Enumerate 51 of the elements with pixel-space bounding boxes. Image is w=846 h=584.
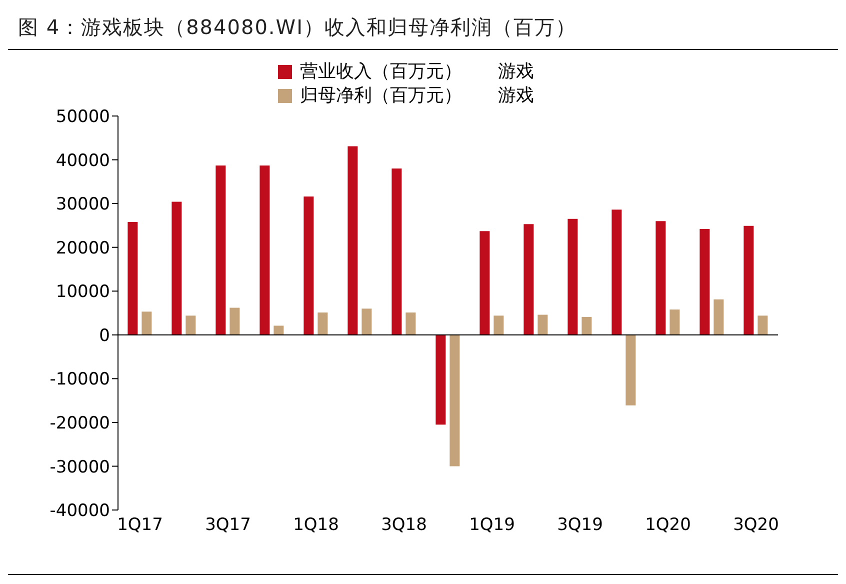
- bar: [568, 218, 578, 335]
- bar: [670, 310, 680, 335]
- bar: [744, 226, 754, 335]
- bar: [172, 202, 182, 335]
- bar: [274, 326, 284, 335]
- y-tick-label: 30000: [56, 194, 110, 215]
- x-tick-label: 1Q20: [645, 515, 691, 536]
- bar: [260, 165, 270, 335]
- y-tick-label: 20000: [56, 238, 110, 258]
- bar: [392, 168, 402, 335]
- y-tick-label: -30000: [50, 457, 110, 478]
- bar: [612, 210, 622, 335]
- x-tick-label: 3Q17: [205, 515, 251, 536]
- bar: [128, 222, 138, 335]
- bar: [582, 316, 592, 335]
- bar: [714, 299, 724, 335]
- bar: [700, 228, 710, 335]
- bar: [362, 308, 372, 335]
- x-tick-label: 3Q20: [733, 515, 779, 536]
- bar: [142, 312, 152, 335]
- x-tick-label: 1Q18: [293, 515, 339, 536]
- legend-label: 归母净利（百万元） 游戏: [300, 84, 534, 108]
- legend-label: 营业收入（百万元） 游戏: [300, 60, 534, 84]
- bar: [406, 312, 416, 335]
- bar: [758, 316, 768, 335]
- x-tick-label: 3Q19: [557, 515, 603, 536]
- bar: [348, 146, 358, 335]
- bar: [626, 334, 636, 406]
- bar: [524, 224, 534, 335]
- x-tick-label: 3Q18: [381, 515, 427, 536]
- bar: [656, 221, 666, 335]
- y-tick-label: 0: [99, 326, 110, 346]
- chart-title: 图 4：游戏板块（884080.WI）收入和归母净利润（百万）: [8, 8, 838, 50]
- y-tick-label: 50000: [56, 107, 110, 128]
- y-tick-label: -40000: [50, 501, 110, 522]
- bar: [436, 334, 446, 425]
- bar: [186, 316, 196, 335]
- x-tick-label: 1Q17: [117, 515, 163, 536]
- bar: [538, 314, 548, 335]
- bar: [230, 308, 240, 335]
- y-tick-label: 40000: [56, 150, 110, 171]
- y-tick-label: -20000: [50, 413, 110, 434]
- bar: [450, 334, 460, 466]
- bar: [494, 316, 504, 335]
- bar: [216, 165, 226, 335]
- bar: [304, 196, 314, 335]
- bar: [480, 231, 490, 335]
- y-tick-label: -10000: [50, 370, 110, 390]
- bar: [318, 312, 328, 335]
- x-tick-label: 1Q19: [469, 515, 515, 536]
- y-tick-label: 10000: [56, 282, 110, 302]
